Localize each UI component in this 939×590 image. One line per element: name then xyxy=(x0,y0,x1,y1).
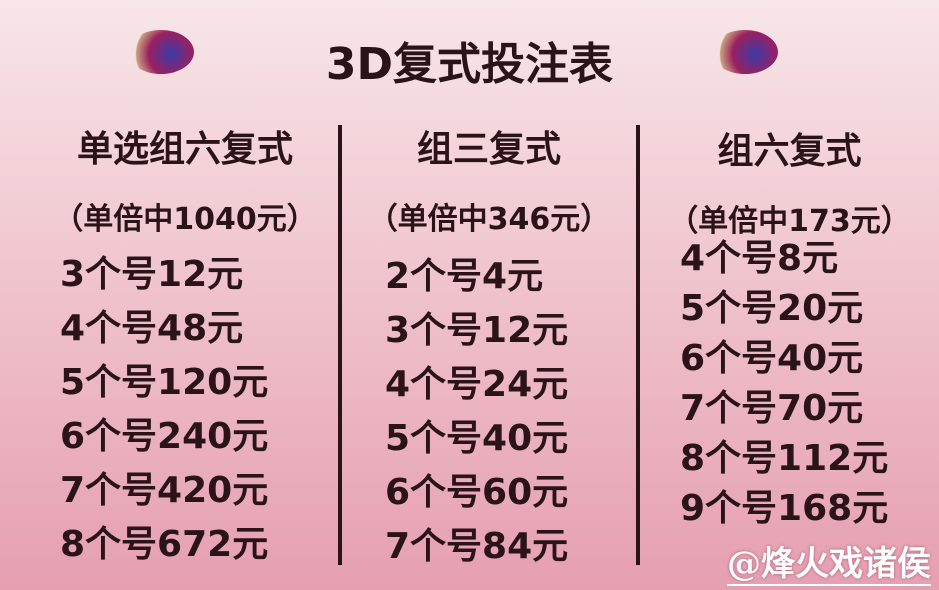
list-item: 3个号12元 xyxy=(60,254,244,295)
column-single-group6: 单选组六复式 （单倍中1040元） xyxy=(30,120,340,238)
column-divider xyxy=(636,125,640,565)
column-divider xyxy=(338,125,342,565)
list-item: 7个号420元 xyxy=(60,470,269,511)
column-rows: 3个号12元 4个号48元 5个号120元 6个号240元 7个号420元 8个… xyxy=(60,248,268,572)
list-item: 2个号4元 xyxy=(385,256,544,297)
page-title: 3D复式投注表 xyxy=(325,39,614,90)
list-item: 5个号120元 xyxy=(60,362,269,403)
list-item: 7个号84元 xyxy=(385,526,569,567)
column-prize: （单倍中1040元） xyxy=(53,202,317,237)
3d-logo-icon xyxy=(128,30,194,74)
list-item: 6个号60元 xyxy=(385,472,569,513)
list-item: 8个号672元 xyxy=(60,524,269,565)
column-rows: 4个号8元 5个号20元 6个号40元 7个号70元 8个号112元 9个号16… xyxy=(680,234,888,534)
column-group3: 组三复式 （单倍中346元） xyxy=(342,120,636,238)
column-prize: （单倍中346元） xyxy=(367,202,611,237)
column-heading: 单选组六复式 xyxy=(76,129,293,170)
3d-logo-icon xyxy=(712,30,778,74)
column-prize: （单倍中173元） xyxy=(668,204,911,239)
list-item: 5个号20元 xyxy=(680,288,864,329)
list-item: 6个号40元 xyxy=(680,338,864,379)
list-item: 7个号70元 xyxy=(680,388,864,429)
list-item: 4个号24元 xyxy=(385,364,569,405)
list-item: 4个号48元 xyxy=(60,308,244,349)
list-item: 3个号12元 xyxy=(385,310,569,351)
watermark: @烽火戏诸侯 xyxy=(727,544,931,586)
list-item: 9个号168元 xyxy=(680,488,889,529)
column-rows: 2个号4元 3个号12元 4个号24元 5个号40元 6个号60元 7个号84元 xyxy=(385,250,568,574)
column-heading: 组三复式 xyxy=(416,129,561,170)
column-heading: 组六复式 xyxy=(717,131,862,172)
list-item: 6个号240元 xyxy=(60,416,269,457)
list-item: 8个号112元 xyxy=(680,438,889,479)
list-item: 4个号8元 xyxy=(680,238,839,279)
list-item: 5个号40元 xyxy=(385,418,569,459)
column-group6: 组六复式 （单倍中173元） xyxy=(640,122,939,240)
